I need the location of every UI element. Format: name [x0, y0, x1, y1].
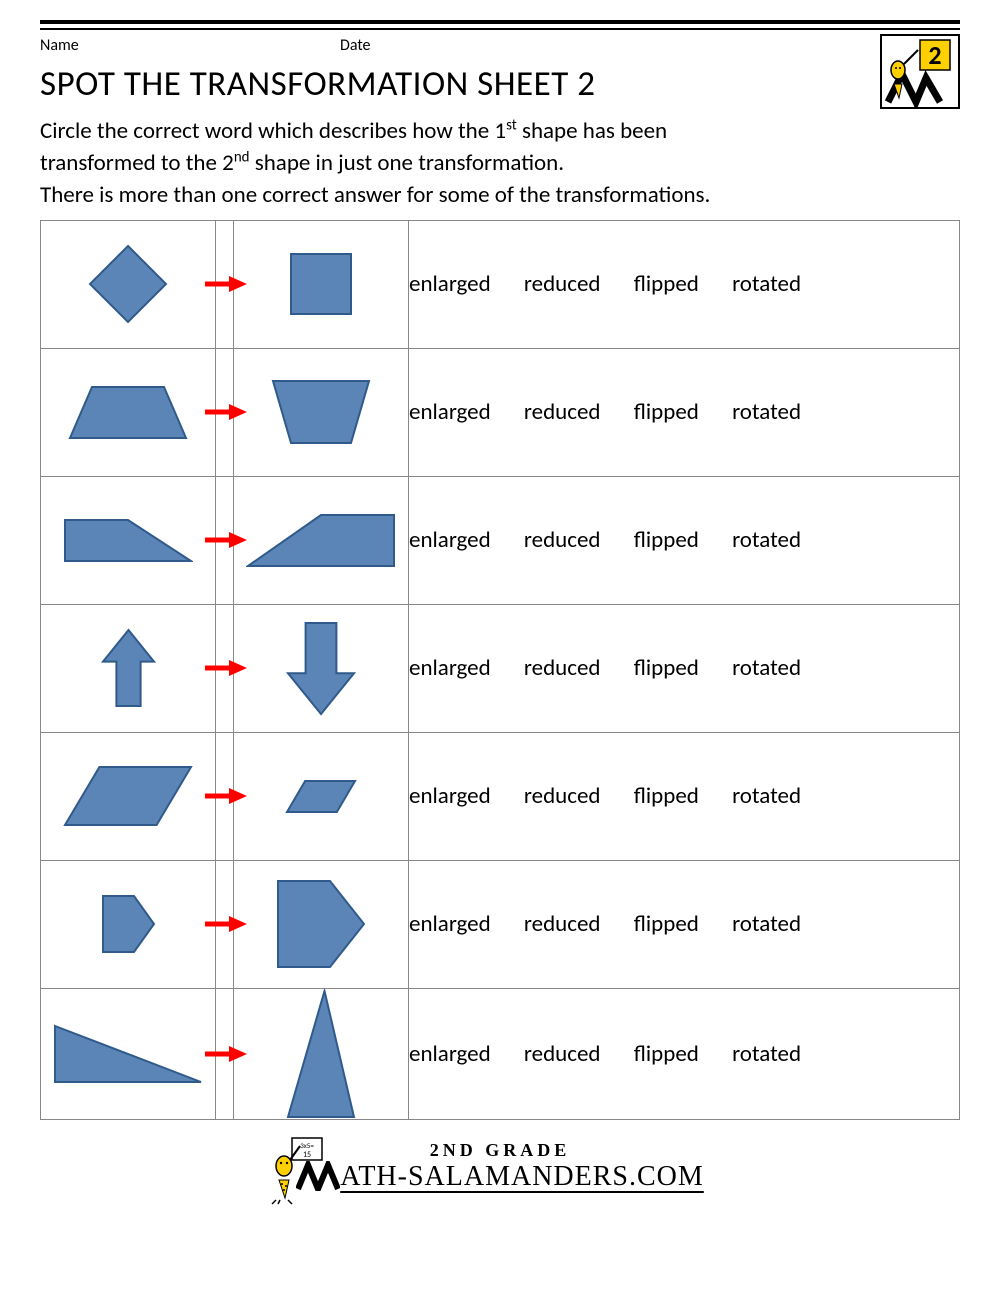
option-reduced[interactable]: reduced [524, 526, 601, 554]
top-rule [40, 20, 960, 30]
option-flipped[interactable]: flipped [634, 910, 699, 938]
shape-after [234, 604, 409, 732]
shape-before [41, 860, 216, 988]
shape-after [234, 988, 409, 1119]
option-reduced[interactable]: reduced [524, 398, 601, 426]
option-rotated[interactable]: rotated [732, 398, 801, 426]
option-rotated[interactable]: rotated [732, 782, 801, 810]
svg-text:2: 2 [928, 39, 941, 71]
shape-after [234, 220, 409, 348]
arrow-right-icon [203, 1044, 247, 1064]
option-flipped[interactable]: flipped [634, 526, 699, 554]
transformation-table: enlarged reduced flipped rotated enlarge… [40, 220, 960, 1120]
table-row: enlarged reduced flipped rotated [41, 476, 960, 604]
arrow-cell [216, 860, 234, 988]
shape-after [234, 348, 409, 476]
name-label: Name [40, 36, 340, 55]
options-cell: enlarged reduced flipped rotated [409, 732, 960, 860]
option-rotated[interactable]: rotated [732, 910, 801, 938]
option-rotated[interactable]: rotated [732, 526, 801, 554]
arrow-cell [216, 476, 234, 604]
option-reduced[interactable]: reduced [524, 910, 601, 938]
svg-text:3x5=: 3x5= [300, 1141, 314, 1150]
option-flipped[interactable]: flipped [634, 398, 699, 426]
arrow-cell [216, 732, 234, 860]
instructions: Circle the correct word which describes … [40, 115, 960, 212]
option-enlarged[interactable]: enlarged [409, 782, 491, 810]
option-reduced[interactable]: reduced [524, 270, 601, 298]
arrow-cell [216, 988, 234, 1119]
options-cell: enlarged reduced flipped rotated [409, 604, 960, 732]
table-row: enlarged reduced flipped rotated [41, 732, 960, 860]
table-row: enlarged reduced flipped rotated [41, 348, 960, 476]
shape-before [41, 476, 216, 604]
option-flipped[interactable]: flipped [634, 782, 699, 810]
shape-before [41, 220, 216, 348]
table-row: enlarged reduced flipped rotated [41, 220, 960, 348]
option-rotated[interactable]: rotated [732, 270, 801, 298]
date-label: Date [340, 36, 880, 55]
option-reduced[interactable]: reduced [524, 782, 601, 810]
option-enlarged[interactable]: enlarged [409, 270, 491, 298]
arrow-right-icon [203, 530, 247, 550]
arrow-cell [216, 220, 234, 348]
footer-grade: 2ND GRADE [40, 1140, 960, 1161]
arrow-right-icon [203, 786, 247, 806]
shape-after [234, 732, 409, 860]
shape-before [41, 732, 216, 860]
option-reduced[interactable]: reduced [524, 1040, 601, 1068]
option-reduced[interactable]: reduced [524, 654, 601, 682]
grade-logo: 2 [880, 34, 960, 109]
arrow-right-icon [203, 274, 247, 294]
option-enlarged[interactable]: enlarged [409, 910, 491, 938]
shape-before [41, 604, 216, 732]
table-row: enlarged reduced flipped rotated [41, 604, 960, 732]
options-cell: enlarged reduced flipped rotated [409, 860, 960, 988]
option-rotated[interactable]: rotated [732, 654, 801, 682]
option-flipped[interactable]: flipped [634, 654, 699, 682]
option-flipped[interactable]: flipped [634, 270, 699, 298]
shape-before [41, 348, 216, 476]
options-cell: enlarged reduced flipped rotated [409, 476, 960, 604]
arrow-right-icon [203, 658, 247, 678]
arrow-right-icon [203, 402, 247, 422]
worksheet-title: SPOT THE TRANSFORMATION SHEET 2 [40, 63, 960, 105]
option-enlarged[interactable]: enlarged [409, 526, 491, 554]
options-cell: enlarged reduced flipped rotated [409, 220, 960, 348]
option-enlarged[interactable]: enlarged [409, 398, 491, 426]
option-flipped[interactable]: flipped [634, 1040, 699, 1068]
footer-brand: ATH-SALAMANDERS.COM [40, 1161, 960, 1193]
options-cell: enlarged reduced flipped rotated [409, 988, 960, 1119]
table-row: enlarged reduced flipped rotated [41, 988, 960, 1119]
shape-before [41, 988, 216, 1119]
option-rotated[interactable]: rotated [732, 1040, 801, 1068]
table-row: enlarged reduced flipped rotated [41, 860, 960, 988]
option-enlarged[interactable]: enlarged [409, 1040, 491, 1068]
options-cell: enlarged reduced flipped rotated [409, 348, 960, 476]
arrow-right-icon [203, 914, 247, 934]
shape-after [234, 860, 409, 988]
arrow-cell [216, 604, 234, 732]
footer: 3x5= 15 2ND GRADE ATH-SALAMANDERS.COM [40, 1140, 960, 1193]
option-enlarged[interactable]: enlarged [409, 654, 491, 682]
shape-after [234, 476, 409, 604]
arrow-cell [216, 348, 234, 476]
svg-text:15: 15 [303, 1150, 311, 1160]
